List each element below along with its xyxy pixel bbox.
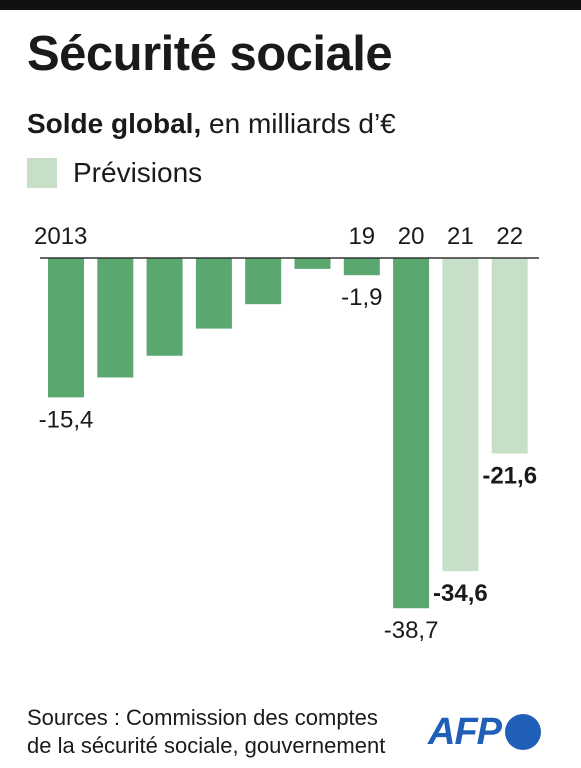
data-label-8: -34,6 [433,580,488,607]
top-bar [0,0,581,10]
bar-7 [393,258,430,609]
subtitle-rest: en milliards d’€ [201,108,396,139]
afp-logo-dot [505,714,541,750]
chart-title: Sécurité sociale [27,27,393,81]
source-note: Sources : Commission des comptes de la s… [27,704,385,760]
bar-8 [442,258,479,572]
bar-0 [48,258,84,398]
bar-4 [245,258,282,305]
x-tick-label-6: 19 [348,223,375,250]
afp-logo-text: AFP [428,711,502,753]
subtitle-bold: Solde global, [27,108,202,139]
bar-5 [294,258,331,269]
chart-subtitle: Solde global, en milliards d’€ [27,107,396,141]
legend: Prévisions [27,155,202,191]
data-label-0: -15,4 [39,406,94,433]
legend-label-forecast: Prévisions [73,157,203,188]
bar-1 [97,258,134,378]
bar-2 [146,258,183,356]
bar-3 [195,258,232,329]
source-line-2: de la sécurité sociale, gouvernement [27,733,386,758]
bar-chart: 2013 -15,4 19 -1,9 20 -38,7 21 -34,6 22 -21,6 [34,223,539,644]
x-tick-label-9: 22 [496,223,523,250]
bar-6 [343,258,380,276]
afp-logo: AFP [428,713,541,751]
x-tick-label-8: 21 [447,223,474,250]
data-label-6: -1,9 [341,284,382,311]
x-tick-label-0: 2013 [34,223,87,250]
source-line-1: Sources : Commission des comptes [27,705,378,730]
x-tick-label-7: 20 [398,223,425,250]
legend-swatch-forecast [27,158,57,188]
data-label-9: -21,6 [482,462,537,489]
bar-9 [491,258,528,454]
data-label-7: -38,7 [384,617,439,644]
